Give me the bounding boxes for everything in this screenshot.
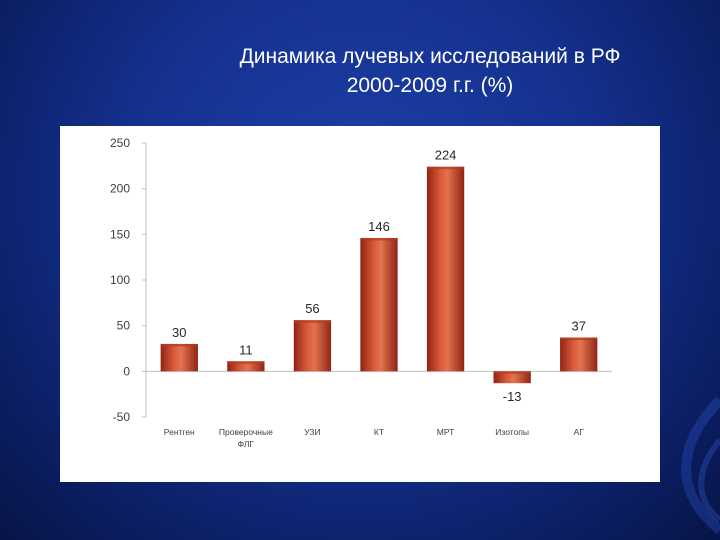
labels-layer: 30 Рентген 11 Проверочные ФЛГ 56 УЗИ 146 КТ 224 МР… — [164, 148, 586, 449]
bar — [426, 166, 465, 372]
category-label: КТ — [374, 427, 384, 437]
bar — [360, 237, 398, 372]
category-label: Рентген — [164, 427, 195, 437]
bars-layer — [160, 166, 598, 384]
data-label: 30 — [172, 325, 186, 340]
bar-cap — [160, 343, 198, 347]
category-label: Проверочные — [219, 427, 273, 437]
y-tick-label: 150 — [110, 227, 130, 241]
y-tick-label: -50 — [113, 410, 131, 424]
y-tick-label: 0 — [123, 364, 130, 378]
decorative-swirl — [681, 396, 720, 534]
data-label: 224 — [435, 148, 457, 163]
y-tick-label: 50 — [117, 319, 131, 333]
slide-title: Динамика лучевых исследований в РФ 2000-… — [160, 42, 700, 100]
category-label: ФЛГ — [238, 439, 255, 449]
data-label: 146 — [368, 219, 390, 234]
slide-title-line-2: 2000-2009 г.г. (%) — [346, 74, 514, 97]
bar-cap — [360, 237, 398, 241]
axes-layer: 250 200 150 100 50 0 -50 — [110, 136, 612, 424]
bar — [160, 343, 198, 372]
chart-panel: 250 200 150 100 50 0 -50 30 Рентген 11 Проверочны… — [60, 126, 660, 482]
bar — [493, 371, 531, 384]
y-tick-label: 200 — [110, 182, 130, 196]
bar — [560, 337, 598, 372]
category-label: АГ — [574, 427, 585, 437]
data-label: 56 — [305, 301, 319, 316]
y-tick-label: 100 — [110, 273, 130, 287]
category-label: УЗИ — [304, 427, 320, 437]
category-label: Изотопы — [495, 427, 529, 437]
bar-cap — [560, 337, 598, 341]
bar-chart: 250 200 150 100 50 0 -50 30 Рентген 11 Проверочны… — [110, 136, 612, 449]
data-label: 11 — [239, 342, 253, 357]
bar — [293, 320, 332, 372]
bar-cap — [493, 371, 531, 374]
bar-cap — [227, 361, 265, 364]
category-label: МРТ — [437, 427, 455, 437]
bar-cap — [293, 320, 332, 323]
y-tick-label: 250 — [110, 136, 130, 150]
bar-cap — [426, 166, 465, 170]
data-label: -13 — [503, 389, 522, 404]
data-label: 37 — [571, 319, 585, 334]
bar — [227, 361, 265, 372]
slide-title-line-1: Динамика лучевых исследований в РФ — [239, 45, 621, 68]
